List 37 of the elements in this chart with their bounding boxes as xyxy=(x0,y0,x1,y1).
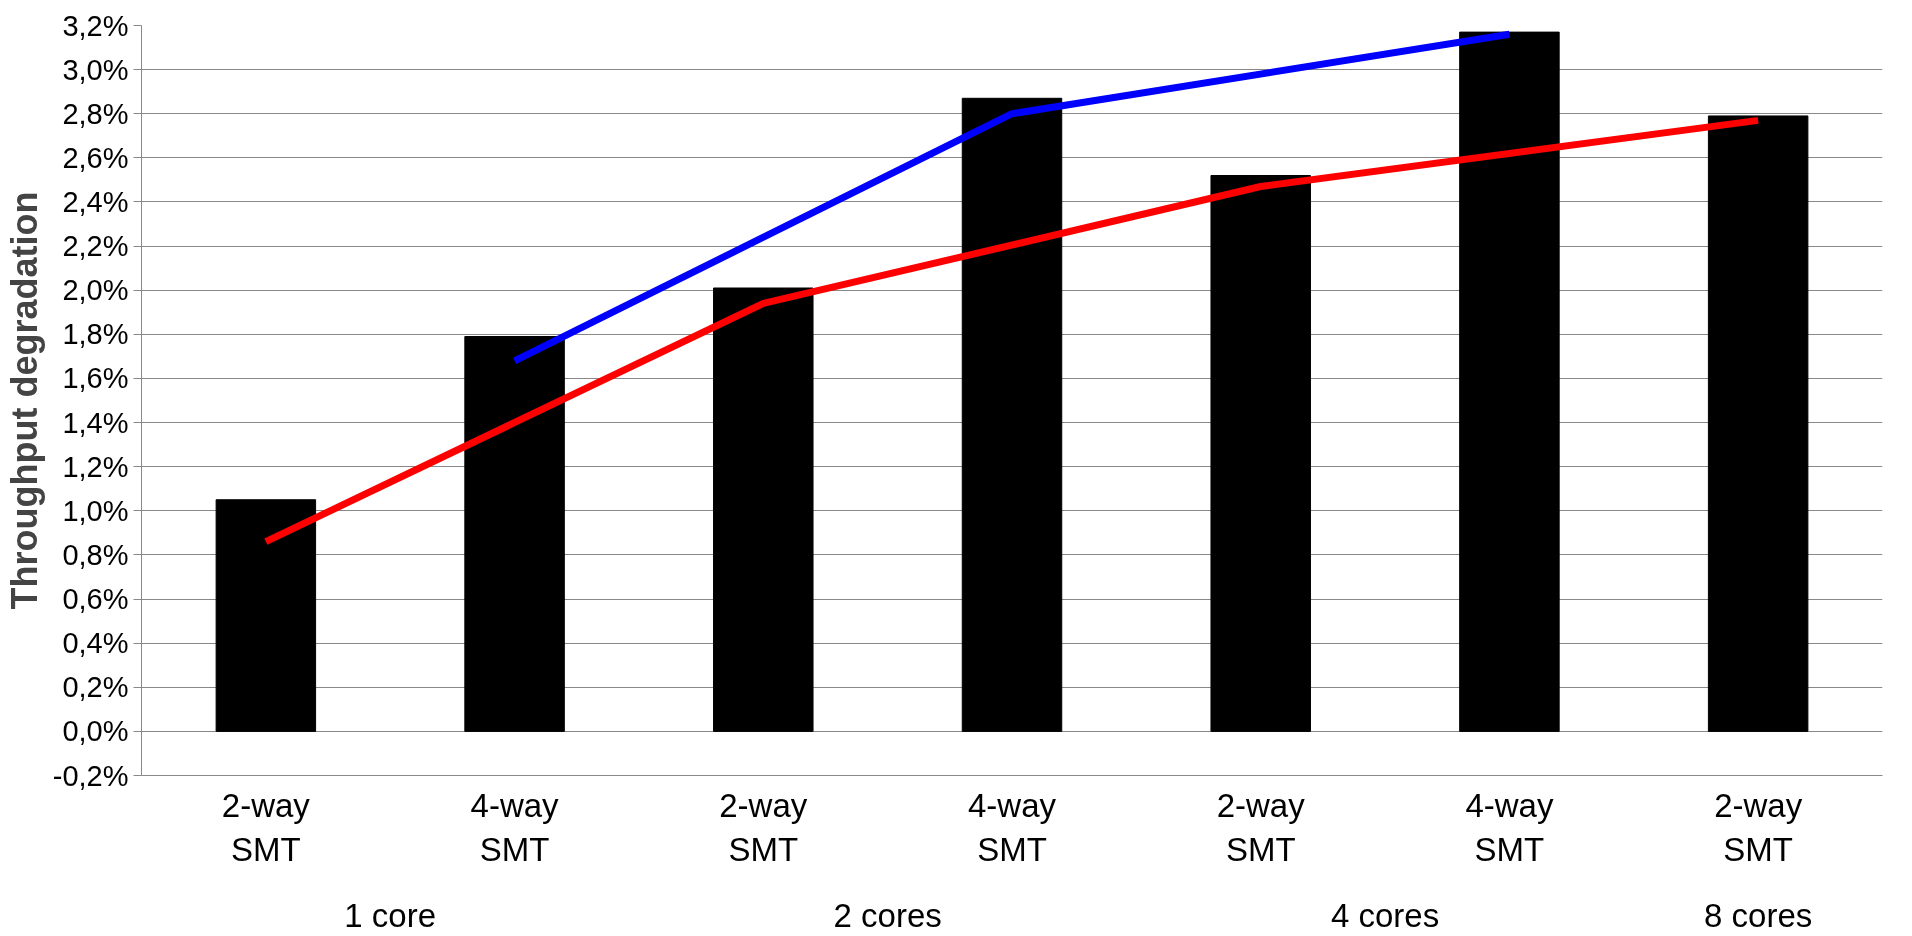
y-tick-label: 2,2% xyxy=(62,230,129,263)
x-tick-label: 2-way SMT xyxy=(221,786,311,868)
bar xyxy=(1210,175,1311,732)
y-tick-label: 0,4% xyxy=(62,627,129,660)
bar xyxy=(464,336,565,732)
y-tick-label: 0,6% xyxy=(62,583,129,616)
y-tick-label: 1,4% xyxy=(62,406,129,439)
y-tick-label: 2,4% xyxy=(62,185,129,218)
bar xyxy=(215,499,317,732)
y-tick-label: 2,6% xyxy=(62,141,129,174)
y-tick-label: 1,8% xyxy=(62,318,129,351)
y-tick-label: 1,6% xyxy=(62,362,129,395)
bar xyxy=(713,287,814,732)
y-tick-label: 0,2% xyxy=(62,671,129,704)
y-tick-label: -0,2% xyxy=(52,759,129,792)
x-tick-label: 4-way SMT xyxy=(1465,786,1554,868)
bar xyxy=(1459,31,1560,732)
y-tick-label: 1,2% xyxy=(62,450,129,483)
y-axis-title: Throughput degradation xyxy=(3,191,45,610)
y-tick-label: 0,0% xyxy=(62,715,129,748)
text: 8 cores xyxy=(1704,896,1813,934)
y-tick-label: 1,0% xyxy=(62,494,129,527)
bar xyxy=(1707,115,1809,732)
x-tick-label: 4-way SMT xyxy=(470,786,560,868)
text: 4 cores xyxy=(1330,896,1440,934)
x-tick-label: 4-way SMT xyxy=(967,786,1057,868)
bar xyxy=(961,97,1063,732)
y-tick-label: 3,2% xyxy=(62,9,129,42)
x-tick-label: 2-way SMT xyxy=(1714,786,1803,868)
x-tick-label: 2-way SMT xyxy=(719,786,808,868)
text: 2 cores xyxy=(833,896,942,934)
y-tick-label: 0,8% xyxy=(62,538,129,571)
y-tick-label: 2,8% xyxy=(62,97,129,130)
y-tick-label: 3,0% xyxy=(62,53,129,86)
text: 1 core xyxy=(344,896,437,934)
x-tick-label: 2-way SMT xyxy=(1216,786,1306,868)
y-tick-label: 2,0% xyxy=(62,274,129,307)
